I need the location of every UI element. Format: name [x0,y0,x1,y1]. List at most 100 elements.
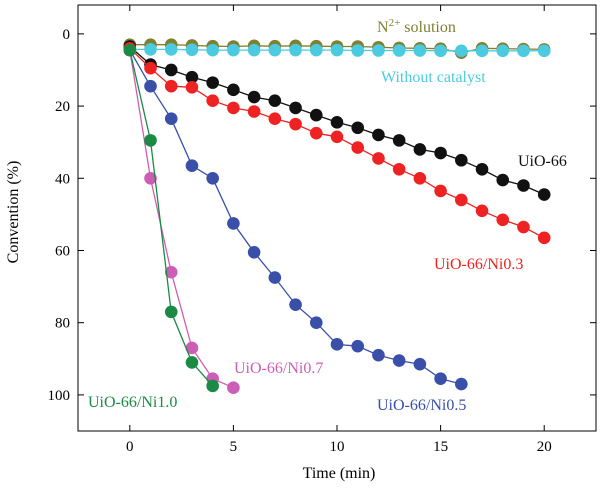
series-label: UiO-66/Ni0.5 [377,397,466,414]
data-point [247,43,261,57]
data-point [206,171,219,185]
y-axis-title: Convention (%) [5,161,22,264]
data-point [268,271,282,284]
data-point [537,188,551,201]
data-point [413,44,427,57]
series-uio-66-ni0-5 [123,43,468,391]
data-point [289,298,302,311]
data-point [537,44,551,58]
data-point [392,134,406,147]
data-point [289,101,302,115]
data-point [413,171,427,185]
data-point [289,43,302,57]
series-label: N2+ solution [377,17,456,36]
y-tick-label: 20 [55,99,70,115]
data-point [475,162,489,176]
data-point [247,90,261,104]
data-point [144,134,157,147]
data-point [434,44,447,58]
plot-frame: 0 5 10 15 20 0 20 40 60 80 100 [48,4,597,455]
data-point [330,338,344,351]
data-point [268,43,282,57]
data-point [434,146,447,160]
series-line [129,49,214,387]
data-point [309,316,323,329]
data-point [268,94,282,107]
data-point [123,43,137,57]
data-point [330,43,344,57]
series-without-catalyst [123,43,551,58]
data-point [185,159,199,172]
data-point [144,61,157,75]
y-tick-label: 100 [48,388,71,404]
data-point [164,112,178,126]
data-point [185,81,199,94]
data-point [289,117,302,131]
data-point [247,245,261,259]
data-point [517,44,530,58]
data-point [351,141,365,154]
x-axis-title: Time (min) [303,465,376,482]
data-point [164,43,178,56]
data-point [392,354,406,367]
data-point [351,339,365,353]
data-point [517,220,530,234]
data-point [372,44,385,57]
data-point [227,101,240,115]
series-label: UiO-66/Ni0.7 [234,360,323,377]
data-point [455,153,468,167]
data-point [434,372,447,385]
series-layer [123,38,551,394]
data-point [227,43,240,57]
data-point [227,381,240,394]
series-label: Without catalyst [381,69,486,86]
x-tick-label: 0 [126,439,134,455]
data-point [185,341,199,355]
data-point [372,348,385,362]
data-point [164,265,178,279]
data-point [206,43,219,57]
data-point [206,379,219,393]
data-point [330,116,344,129]
data-point [247,105,261,118]
data-point [309,43,323,57]
data-point [309,108,323,122]
series-label: UiO-66 [518,153,567,170]
data-point [475,44,489,58]
data-point [372,152,385,165]
data-point [455,44,468,58]
x-tick-label: 10 [330,439,345,455]
x-tick-label: 20 [537,439,552,455]
data-point [227,83,240,97]
data-point [330,130,344,144]
data-point [144,171,157,185]
data-point [392,44,406,57]
data-point [413,143,427,156]
data-point [455,193,468,207]
data-point [206,76,219,89]
data-point [434,184,447,198]
data-point [392,162,406,176]
data-point [475,204,489,218]
data-point [185,356,199,369]
data-point [351,121,365,135]
y-tick-label: 0 [63,27,71,43]
series-label: UiO-66/Ni0.3 [434,256,523,273]
y-tick-label: 60 [55,243,70,259]
data-point [206,94,219,107]
data-point [164,305,178,319]
data-point [268,112,282,126]
data-point [351,44,365,57]
x-tick-label: 5 [230,439,238,455]
data-point [372,128,385,142]
series-label: UiO-66/Ni1.0 [88,394,177,411]
x-tick-label: 15 [433,439,448,455]
data-point [144,79,157,93]
data-point [164,79,178,93]
data-point [537,231,551,245]
data-point [185,70,199,84]
data-point [413,357,427,371]
series-line [129,49,462,385]
series-uio-66 [123,40,551,201]
data-point [517,179,530,192]
